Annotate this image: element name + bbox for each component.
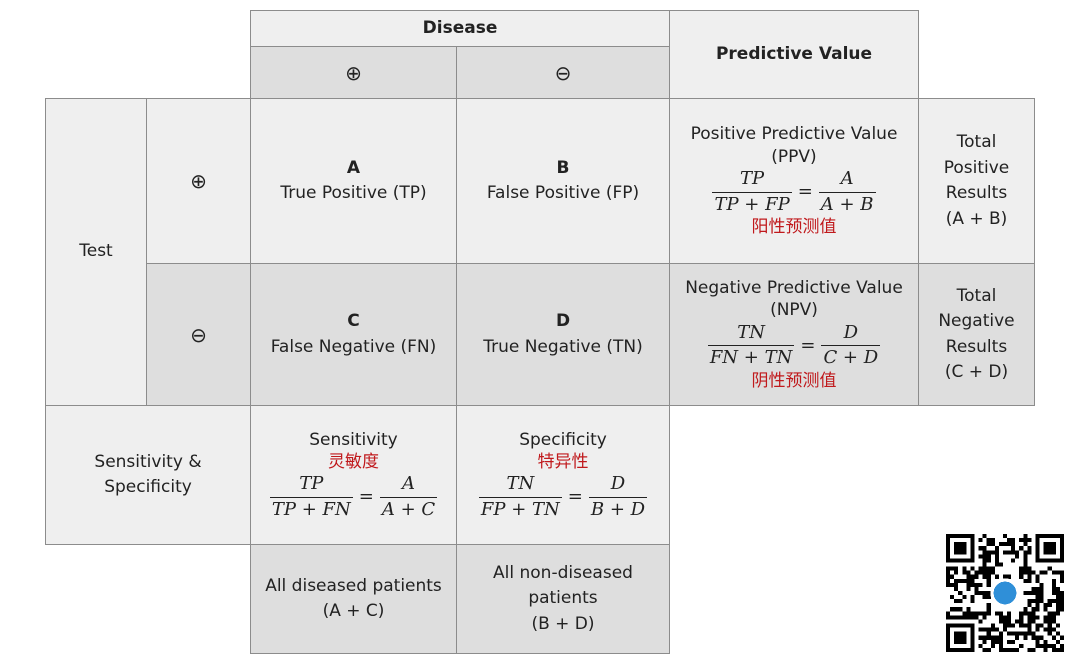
specificity-numerator-left: TN: [506, 473, 535, 495]
ppv-equals: =: [797, 181, 813, 203]
all-diseased-line1: All diseased patients: [265, 575, 442, 596]
negative-symbol-icon: ⊖: [554, 60, 572, 85]
sensitivity-chinese-label: 灵敏度: [328, 452, 379, 472]
predictive-value-title: Predictive Value: [715, 43, 873, 64]
test-negative-cell: ⊖: [146, 263, 251, 406]
all-diseased-cell: All diseased patients (A + C): [250, 544, 457, 654]
npv-denominator-right: C + D: [821, 345, 881, 369]
cell-a-true-positive: A True Positive (TP): [250, 98, 457, 264]
qr-modules: [946, 534, 1064, 652]
npv-formula: TN FN + TN = D C + D: [707, 321, 881, 370]
specificity-title: Specificity: [519, 429, 607, 450]
total-negative-line2: Negative: [938, 311, 1015, 331]
all-diseased-line2: (A + C): [322, 601, 385, 621]
sensitivity-denominator-right: A + C: [379, 496, 438, 520]
positive-symbol-icon: ⊕: [345, 60, 362, 85]
npv-fraction-right: D C + D: [821, 321, 881, 370]
qr-finder-bottom-left: [946, 623, 975, 652]
npv-equals: =: [800, 334, 816, 356]
total-positive-line1: Total: [956, 132, 997, 152]
cell-c-label: False Negative (FN): [270, 336, 437, 357]
ppv-numerator-right: A: [840, 168, 854, 190]
disease-header: Disease: [250, 10, 670, 47]
ppv-chinese-label: 阳性预测值: [751, 217, 837, 238]
test-positive-cell: ⊕: [146, 98, 251, 264]
npv-numerator-left: TN: [737, 321, 765, 343]
cell-b-letter: B: [556, 157, 570, 178]
cell-a-label: True Positive (TP): [280, 183, 427, 203]
cell-c-false-negative: C False Negative (FN): [250, 263, 457, 406]
total-negative-line1: Total: [956, 285, 997, 306]
disease-negative-header: ⊖: [456, 46, 670, 99]
qr-finder-top-left: [946, 534, 975, 563]
npv-denominator-left: FN + TN: [707, 345, 795, 369]
sens-spec-label-cell: Sensitivity & Specificity: [45, 405, 251, 545]
total-positive-line4: (A + B): [945, 208, 1008, 229]
sensitivity-numerator-right: A: [401, 473, 415, 495]
sensitivity-formula: TP TP + FN = A A + C: [269, 473, 438, 521]
specificity-chinese-label: 特异性: [537, 452, 589, 472]
ppv-formula: TP TP + FP = A A + B: [712, 168, 876, 216]
cell-c-letter: C: [347, 311, 360, 331]
ppv-fraction-right: A A + B: [818, 168, 876, 216]
specificity-fraction-right: D B + D: [588, 473, 648, 521]
specificity-fraction-left: TN FP + TN: [478, 473, 562, 521]
sens-spec-label-line1: Sensitivity &: [94, 451, 202, 472]
total-negative-line4: (C + D): [944, 362, 1009, 382]
npv-cell: Negative Predictive Value (NPV) TN FN + …: [669, 263, 919, 406]
ppv-fraction-left: TP TP + FP: [712, 168, 792, 216]
specificity-formula: TN FP + TN = D B + D: [478, 473, 648, 521]
specificity-denominator-right: B + D: [588, 496, 648, 520]
disease-title: Disease: [422, 17, 498, 38]
qr-code-icon: [946, 534, 1064, 652]
cell-a-letter: A: [346, 157, 361, 178]
ppv-title-line1: Positive Predictive Value: [690, 123, 898, 144]
ppv-denominator-right: A + B: [818, 191, 876, 215]
npv-title-line1: Negative Predictive Value: [685, 278, 903, 299]
specificity-cell: Specificity 特异性 TN FP + TN = D B + D: [456, 405, 670, 545]
sensitivity-denominator-left: TP + FN: [269, 496, 353, 520]
predictive-value-header: Predictive Value: [669, 10, 919, 99]
sens-spec-label-line2: Specificity: [104, 477, 192, 497]
qr-finder-top-right: [1035, 534, 1064, 563]
specificity-numerator-right: D: [610, 473, 626, 495]
sensitivity-fraction-left: TP TP + FN: [269, 473, 353, 521]
sensitivity-title: Sensitivity: [309, 429, 398, 450]
specificity-denominator-left: FP + TN: [478, 496, 562, 520]
npv-title-line2: (NPV): [770, 300, 818, 321]
total-positive-line2: Positive: [943, 157, 1010, 178]
disease-positive-header: ⊕: [250, 46, 457, 99]
npv-numerator-right: D: [843, 321, 859, 343]
npv-chinese-label: 阴性预测值: [751, 370, 837, 391]
total-positive-cell: Total Positive Results (A + B): [918, 98, 1035, 264]
cell-b-label: False Positive (FP): [486, 183, 640, 203]
test-label: Test: [79, 241, 113, 262]
total-positive-line3: Results: [945, 183, 1008, 203]
ppv-cell: Positive Predictive Value (PPV) TP TP + …: [669, 98, 919, 264]
all-non-diseased-line1: All non-diseased: [493, 562, 633, 583]
sensitivity-cell: Sensitivity 灵敏度 TP TP + FN = A A + C: [250, 405, 457, 545]
sensitivity-numerator-left: TP: [299, 473, 324, 495]
all-non-diseased-cell: All non-diseased patients (B + D): [456, 544, 670, 654]
ppv-title-line2: (PPV): [771, 146, 817, 167]
cell-b-false-positive: B False Positive (FP): [456, 98, 670, 264]
test-label-cell: Test: [45, 98, 147, 406]
sensitivity-equals: =: [358, 486, 374, 508]
total-negative-cell: Total Negative Results (C + D): [918, 263, 1035, 406]
npv-fraction-left: TN FN + TN: [707, 321, 795, 370]
test-negative-symbol-icon: ⊖: [190, 322, 207, 347]
cell-d-true-negative: D True Negative (TN): [456, 263, 670, 406]
test-positive-symbol-icon: ⊕: [190, 169, 207, 193]
sensitivity-fraction-right: A A + C: [379, 473, 438, 521]
all-non-diseased-line3: (B + D): [531, 613, 595, 634]
cell-d-label: True Negative (TN): [483, 336, 643, 357]
ppv-numerator-left: TP: [740, 168, 765, 190]
specificity-equals: =: [567, 486, 583, 508]
all-non-diseased-line2: patients: [528, 588, 598, 609]
ppv-denominator-left: TP + FP: [712, 191, 792, 215]
cell-d-letter: D: [555, 311, 571, 331]
qr-center-logo: [990, 578, 1020, 608]
total-negative-line3: Results: [945, 336, 1008, 357]
